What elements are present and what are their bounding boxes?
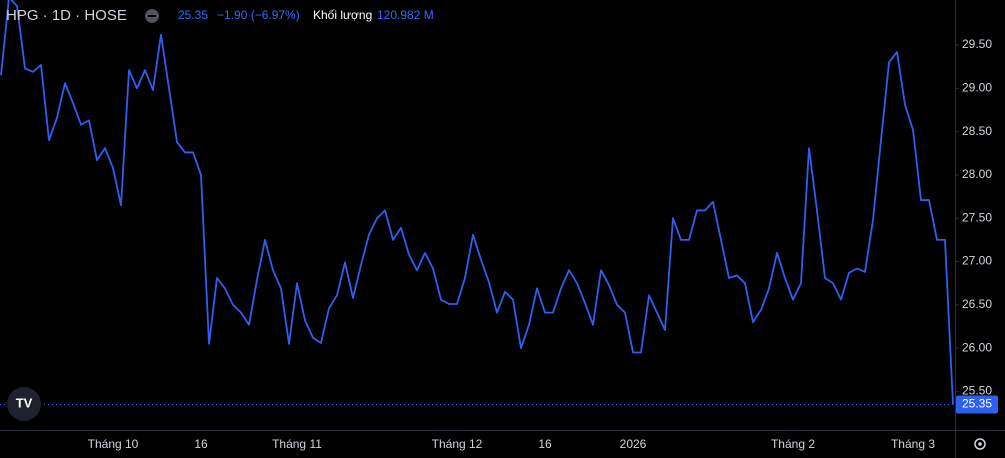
- x-tick-label: Tháng 11: [272, 437, 322, 451]
- x-tick-label: 16: [194, 437, 208, 451]
- volume-label: Khối lượng: [313, 8, 372, 22]
- settings-icon[interactable]: [974, 438, 986, 450]
- x-tick-label: Tháng 12: [432, 437, 483, 451]
- y-tick-label: 25.50: [962, 384, 992, 398]
- x-tick-label: 2026: [620, 437, 647, 451]
- header: HPG · 1D · HOSE 25.35 −1.90 (−6.97%) Khố…: [6, 7, 434, 24]
- y-tick-label: 29.50: [962, 37, 992, 51]
- x-tick-label: Tháng 2: [771, 437, 815, 451]
- last-price-label: 25.35: [962, 397, 992, 411]
- y-tick-label: 26.00: [962, 340, 992, 354]
- toggle-icon-bar: [148, 15, 156, 17]
- tv-logo[interactable]: TV: [7, 387, 41, 421]
- y-tick-label: 27.00: [962, 254, 992, 268]
- x-tick-label: 16: [538, 437, 552, 451]
- y-tick-label: 28.00: [962, 167, 992, 181]
- y-tick-label: 26.50: [962, 297, 992, 311]
- y-tick-label: 28.50: [962, 124, 992, 138]
- svg-text:TV: TV: [16, 395, 33, 410]
- x-tick-label: Tháng 10: [88, 437, 139, 451]
- last-price-box: [956, 395, 998, 414]
- plot-area: [0, 0, 955, 405]
- change: −1.90 (−6.97%): [217, 8, 300, 22]
- symbol: HPG · 1D · HOSE: [6, 7, 127, 24]
- y-tick-label: 27.50: [962, 210, 992, 224]
- y-tick-label: 29.00: [962, 81, 992, 95]
- x-tick-label: Tháng 3: [891, 437, 935, 451]
- price-line: [0, 0, 954, 405]
- volume: 120.982 M: [377, 8, 434, 22]
- price: 25.35: [178, 8, 208, 22]
